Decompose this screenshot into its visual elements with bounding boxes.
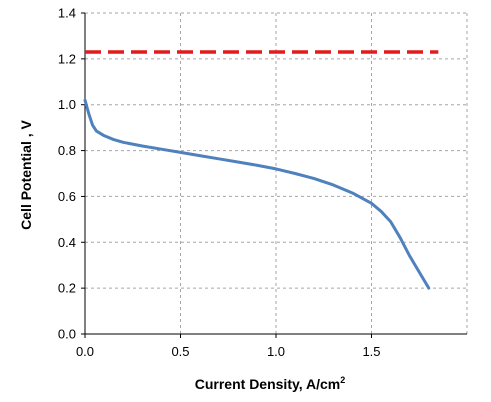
y-tick-label: 0.4	[58, 235, 76, 250]
polarization-curve	[83, 98, 431, 290]
grid	[85, 12, 468, 334]
x-tick-label: 1.0	[267, 344, 285, 359]
x-tick-label: 0.0	[76, 344, 94, 359]
y-tick-label: 0.0	[58, 327, 76, 342]
x-axis-title-text: Current Density, A/cm	[195, 376, 340, 392]
series-group	[83, 50, 439, 290]
y-tick-label: 1.4	[58, 6, 76, 21]
axes	[81, 12, 467, 338]
y-tick-label: 1.0	[58, 97, 76, 112]
y-tick-label: 0.8	[58, 143, 76, 158]
x-tick-label: 1.5	[362, 344, 380, 359]
y-axis-title: Cell Potential , V	[18, 120, 34, 230]
y-tick-label: 1.2	[58, 51, 76, 66]
x-axis-title-superscript: 2	[340, 375, 345, 385]
x-tick-label: 0.5	[171, 344, 189, 359]
tick-labels: 0.0 0.2 0.4 0.6 0.8 1.0 1.2 1.4 0.0 0.5 1.0 1.5	[58, 6, 381, 360]
y-tick-label: 0.2	[58, 281, 76, 296]
y-tick-label: 0.6	[58, 189, 76, 204]
x-axis-title: Current Density, A/cm2	[195, 375, 346, 392]
